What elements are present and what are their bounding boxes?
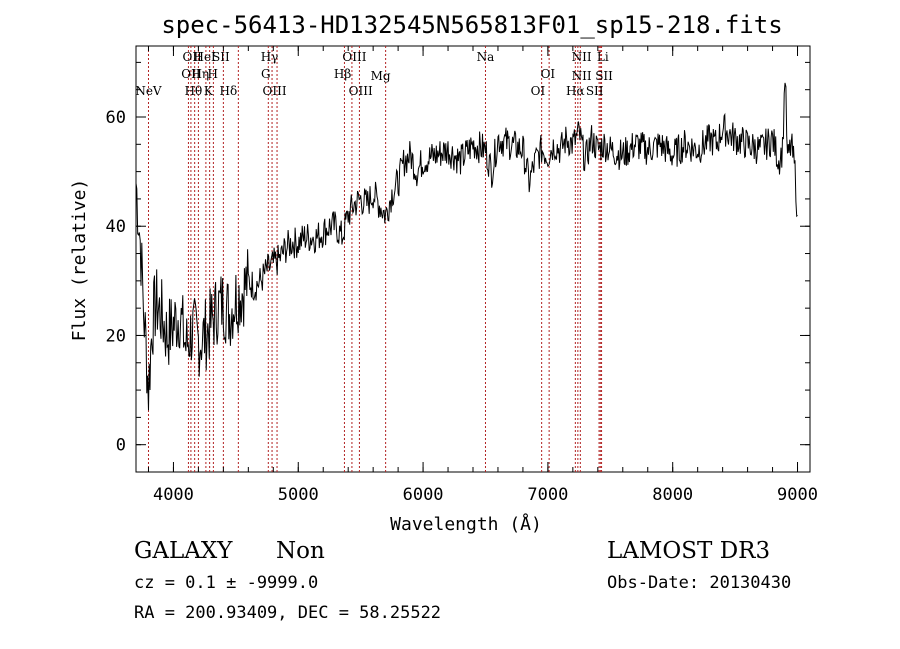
y-tick-label: 0 xyxy=(116,436,126,456)
chart-title: spec-56413-HD132545N565813F01_sp15-218.f… xyxy=(161,11,782,39)
y-tick-label: 40 xyxy=(106,217,126,237)
line-marker-label: H xyxy=(208,67,218,81)
line-marker-label: G xyxy=(261,67,271,81)
line-marker-label: OI xyxy=(541,67,556,81)
sky-coordinates: RA = 200.93409, DEC = 58.25522 xyxy=(134,603,442,623)
line-marker-label: SII xyxy=(586,84,604,98)
line-marker-label: Hα xyxy=(566,84,585,98)
x-axis-label: Wavelength (Å) xyxy=(390,513,542,535)
x-axis-ticks: 4000 5000 6000 7000 8000 9000 xyxy=(147,46,818,505)
line-marker-label: Hη xyxy=(191,67,209,81)
line-marker-label: OII xyxy=(181,67,201,81)
line-marker-label: Li xyxy=(597,50,609,64)
survey-name: LAMOST DR3 xyxy=(607,538,771,564)
redshift-value: cz = 0.1 ± -9999.0 xyxy=(134,573,319,593)
line-marker-label: SII xyxy=(595,69,613,83)
line-marker-label: OIII xyxy=(349,84,373,98)
object-class: GALAXY xyxy=(134,538,233,564)
x-tick-label: 8000 xyxy=(652,485,693,505)
line-marker-label: Mg xyxy=(371,69,391,83)
y-axis-label: Flux (relative) xyxy=(69,179,90,342)
line-marker-label: Na xyxy=(477,50,495,64)
line-marker-label: Hθ xyxy=(185,84,203,98)
observation-date: Obs-Date: 20130430 xyxy=(607,573,792,593)
x-tick-label: 6000 xyxy=(403,485,444,505)
object-subclass: Non xyxy=(276,538,325,564)
line-marker-label: NII xyxy=(572,50,592,64)
line-marker-label: OIII xyxy=(342,50,366,64)
line-marker-label: NeV xyxy=(135,84,162,98)
line-marker-label: K xyxy=(204,84,214,98)
x-tick-label: 7000 xyxy=(527,485,568,505)
y-tick-label: 20 xyxy=(106,326,126,346)
line-marker-label: Hγ xyxy=(261,50,279,64)
line-marker-label: OI xyxy=(531,84,546,98)
x-tick-label: 4000 xyxy=(153,485,194,505)
emission-line-markers xyxy=(147,46,603,472)
line-marker-label: Hβ xyxy=(334,67,351,81)
line-marker-label: NII xyxy=(572,69,592,83)
spectrum-series-line xyxy=(135,82,798,411)
line-marker-label: HeI xyxy=(193,50,216,64)
x-tick-label: 5000 xyxy=(278,485,319,505)
line-marker-label: Hδ xyxy=(220,84,238,98)
x-tick-label: 9000 xyxy=(777,485,818,505)
line-marker-label: SII xyxy=(212,50,230,64)
y-axis-ticks: 0 20 40 60 xyxy=(106,61,810,456)
plot-frame xyxy=(135,45,811,473)
line-marker-label: OIII xyxy=(263,84,287,98)
y-tick-label: 60 xyxy=(106,108,126,128)
line-marker-label: OII xyxy=(183,50,203,64)
